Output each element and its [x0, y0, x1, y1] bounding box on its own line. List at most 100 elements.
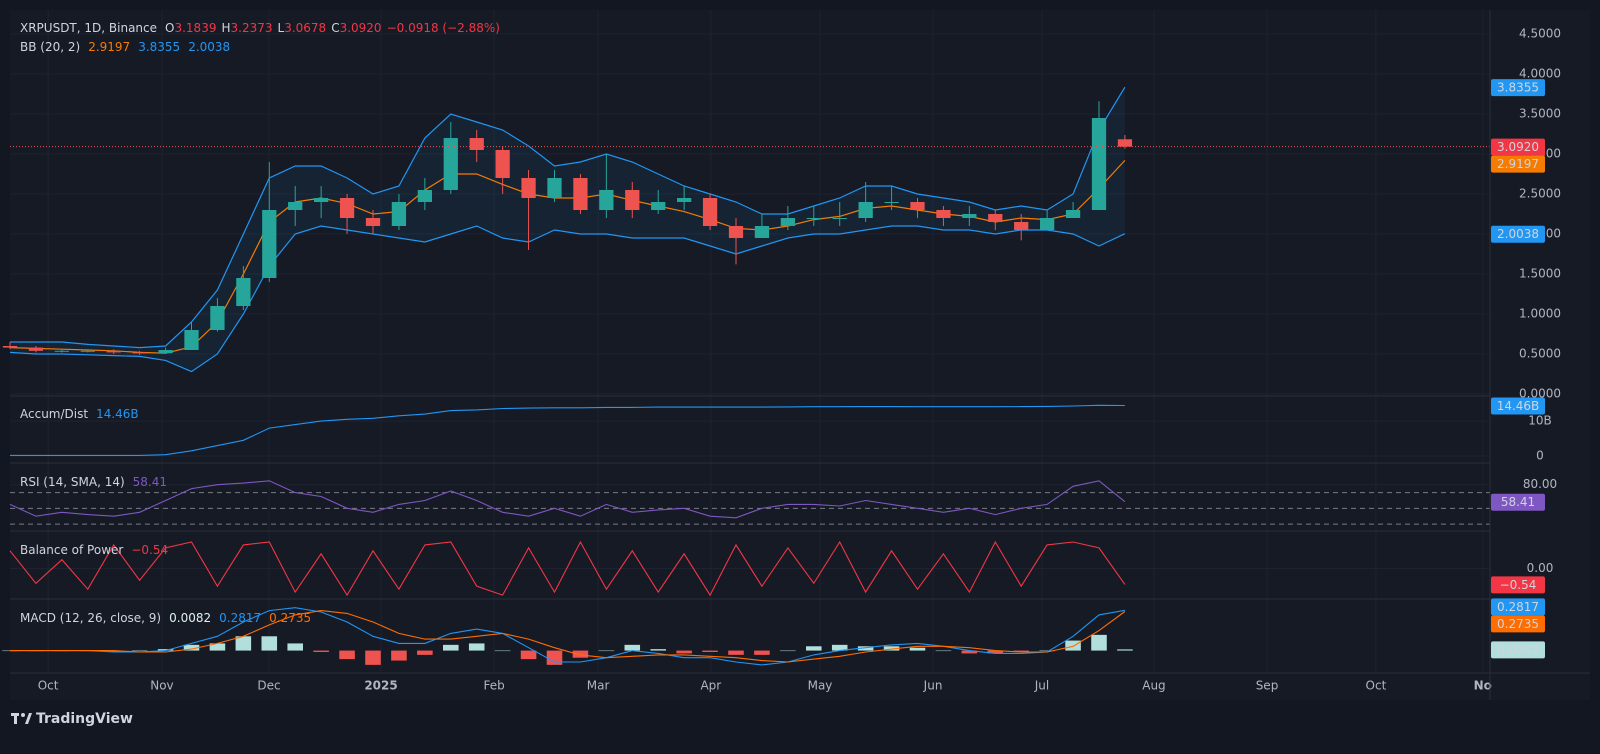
candle-body: [417, 190, 432, 202]
macd-histogram-bar: [754, 650, 770, 655]
price-label-box: [1491, 225, 1545, 243]
candle-body: [469, 138, 484, 150]
candle-body: [236, 278, 251, 306]
price-label-box: [1491, 138, 1545, 156]
candle-body: [702, 198, 718, 226]
candle-body: [184, 330, 199, 350]
candle-body: [625, 190, 640, 210]
pane-name: RSI (14, SMA, 14): [20, 475, 125, 489]
candle-body: [599, 190, 614, 210]
macd-histogram-bar: [339, 650, 355, 660]
candle-body: [988, 214, 1003, 222]
x-tick-label: Feb: [483, 679, 504, 693]
price-label: 2.9197: [1497, 157, 1539, 171]
candle-body: [728, 226, 744, 238]
candle-body: [1040, 218, 1055, 230]
y-tick-label: 1.0000: [1519, 307, 1561, 321]
ohlc-value: 3.1839: [174, 21, 216, 35]
macd-histogram-bar: [909, 647, 926, 651]
ohlc-name: L: [278, 21, 285, 35]
price-label: 3.0920: [1497, 140, 1539, 154]
macd-histogram-bar: [987, 650, 1004, 654]
macd-histogram-bar: [443, 644, 459, 651]
price-label: 0.2735: [1497, 617, 1539, 631]
x-tick-label: No: [1474, 679, 1492, 693]
candle-body: [651, 202, 666, 210]
bb-band-fill: [10, 87, 1125, 372]
price-label: 3.8355: [1497, 81, 1539, 95]
price-label-box: [1491, 493, 1545, 511]
price-label: 14.46B: [1497, 399, 1540, 413]
candle-body: [780, 218, 795, 226]
macd-histogram-bar: [546, 650, 563, 665]
y-tick-label: 0: [1536, 449, 1544, 463]
x-tick-label: Nov: [150, 679, 173, 693]
candle-body: [521, 178, 536, 198]
chart-area: [10, 10, 1590, 700]
price-label: 58.41: [1501, 495, 1535, 509]
y-tick-label: 3.5000: [1519, 107, 1561, 121]
candle-body: [106, 350, 121, 353]
price-label: 0.2817: [1497, 600, 1539, 614]
price-label: 2.0038: [1497, 227, 1539, 241]
macd-histogram-bar: [131, 650, 148, 652]
indicator-line: [10, 404, 1125, 456]
indicator-line: [9, 480, 1126, 519]
x-tick-label: Sep: [1256, 679, 1279, 693]
macd-histogram-bar: [702, 650, 718, 652]
candle-body: [832, 218, 847, 219]
candle-body: [936, 210, 951, 218]
macd-histogram-bar: [1091, 634, 1107, 651]
bb-upper: [10, 86, 1126, 349]
y-tick-label: 2.5000: [1519, 187, 1561, 201]
macd-histogram-bar: [831, 644, 848, 651]
candle-body: [54, 350, 69, 352]
marks: [2, 86, 1490, 666]
macd-histogram-bar: [857, 646, 874, 651]
price-label-box: [1491, 576, 1545, 594]
macd-histogram-bar: [624, 644, 641, 651]
x-tick-label: May: [808, 679, 833, 693]
macd-histogram-bar: [287, 643, 303, 651]
price-label-box: [1491, 79, 1545, 97]
x-tick-label: 2025: [364, 679, 397, 693]
signal-value: 0.2735: [269, 611, 311, 625]
ohlc-name: C: [331, 21, 339, 35]
y-tick-label: 0.5000: [1519, 347, 1561, 361]
macd-histogram-bar: [676, 650, 692, 654]
y-tick-label: 80.00: [1523, 477, 1557, 491]
price-label-box: [1491, 641, 1545, 659]
candle-body: [884, 202, 899, 203]
macd-histogram-bar: [1117, 649, 1133, 651]
price-label-box: [1491, 155, 1545, 173]
macd-histogram-bar: [417, 650, 433, 655]
macd-histogram-bar: [728, 650, 744, 655]
candle-body: [495, 150, 510, 178]
x-tick-label: Mar: [587, 679, 610, 693]
candle-body: [28, 347, 44, 351]
pane-value: 14.46B: [96, 407, 139, 421]
macd-histogram-bar: [520, 650, 537, 660]
candle-body: [1091, 118, 1107, 210]
x-tick-label: Dec: [257, 679, 280, 693]
candle-body: [1117, 139, 1133, 147]
bb-legend: BB (20, 2) 2.9197 3.8355 2.0038: [20, 40, 230, 54]
x-tick-label: Jul: [1034, 679, 1049, 693]
signal-line: [10, 610, 1126, 663]
macd-histogram-bar: [157, 649, 174, 651]
candle-body: [339, 198, 355, 218]
y-tick-label: 0.00: [1527, 561, 1554, 575]
macd-histogram-bar: [1039, 650, 1055, 652]
pane-name: Accum/Dist: [20, 407, 88, 421]
candle-body: [806, 218, 821, 219]
candle-body: [1014, 222, 1029, 230]
macd-value: 0.2817: [219, 611, 261, 625]
candle-body: [80, 350, 95, 352]
pane-value: −0.54: [131, 543, 168, 557]
histogram-value: 0.0082: [169, 611, 211, 625]
macd-histogram-bar: [365, 650, 381, 665]
macd-histogram-bar: [468, 643, 485, 651]
macd-histogram-bar: [391, 650, 407, 661]
